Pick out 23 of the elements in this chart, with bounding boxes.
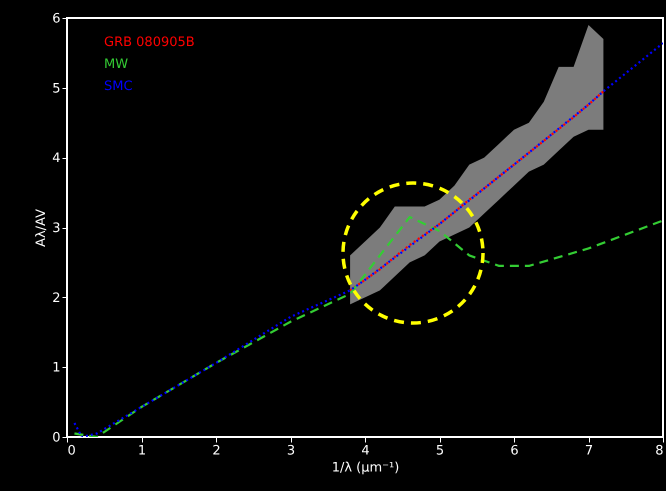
y-tick-label: 4	[52, 151, 60, 166]
line-series	[349, 90, 604, 292]
text: MW	[104, 57, 128, 72]
text: GRB 080905B	[104, 35, 195, 50]
y-tick-label: 5	[52, 81, 60, 96]
x-tick-label: 5	[436, 444, 444, 458]
x-tick-label: 2	[212, 444, 221, 458]
y-axis-title: Aλ/AV	[34, 208, 50, 247]
y-tick-label: 3	[52, 221, 60, 236]
x-tick-label: 7	[584, 444, 594, 458]
y-tick-label: 1	[52, 360, 60, 376]
x-tick-label: 6	[510, 444, 519, 458]
x-tick-label: 3	[286, 444, 296, 458]
line-series	[73, 216, 663, 437]
x-tick-label: 4	[361, 444, 370, 458]
x-axis-title: 1/λ (μm⁻¹)	[332, 460, 400, 476]
y-tick-label: 6	[52, 12, 60, 26]
x-tick-label: 8	[655, 444, 664, 458]
x-tick-label: 0	[68, 444, 76, 458]
text: SMC	[104, 79, 133, 94]
x-tick-label: 1	[138, 444, 146, 458]
y-tick-label: 2	[52, 290, 60, 306]
y-tick-label: 0	[52, 430, 60, 446]
